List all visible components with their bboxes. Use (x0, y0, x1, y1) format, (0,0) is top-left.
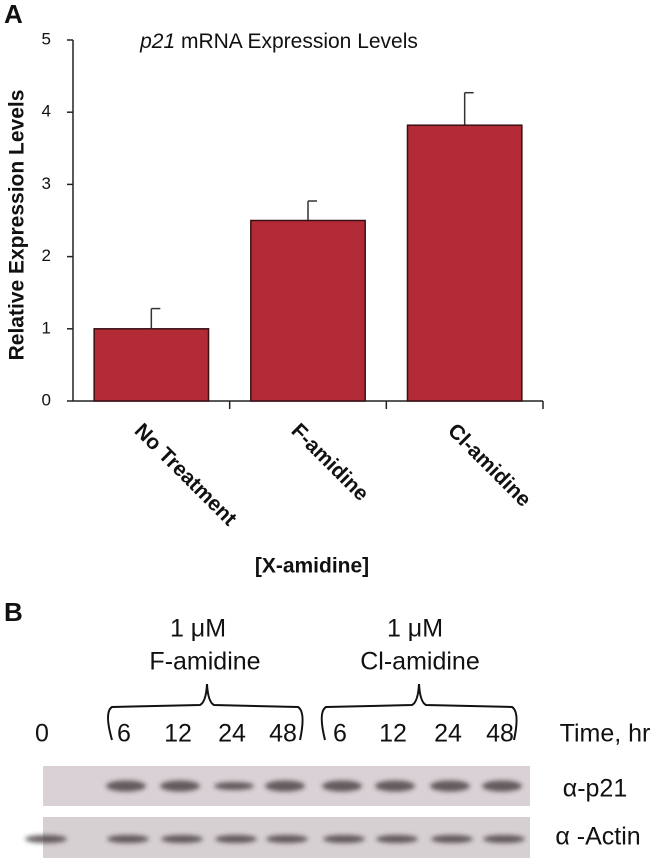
lane-label: 6 (117, 720, 131, 748)
concentration: 1 μM (170, 615, 226, 643)
lane-label: 48 (269, 720, 297, 748)
band (323, 835, 365, 843)
time-label: Time, hr (560, 720, 651, 748)
band (214, 782, 254, 790)
band (25, 835, 67, 843)
y-tick-label: 1 (42, 318, 51, 337)
band (483, 835, 525, 843)
bands (25, 780, 525, 843)
brace (107, 683, 304, 741)
blot-label: α-p21 (563, 775, 628, 803)
bar (250, 219, 366, 402)
y-tick-label: 3 (42, 174, 51, 193)
blot-label: α -Actin (555, 823, 640, 851)
x-tick-label: F-amidine (287, 419, 373, 505)
bar (93, 328, 210, 402)
panel-label: B (4, 597, 23, 627)
lane-label: 6 (333, 720, 347, 748)
band (322, 780, 362, 792)
brace (320, 683, 518, 741)
lane-label: 48 (486, 720, 514, 748)
bar (406, 124, 523, 402)
y-tick-label: 5 (42, 29, 51, 48)
lane-label: 24 (218, 720, 246, 748)
band (482, 780, 522, 792)
band (106, 780, 146, 792)
band (265, 780, 305, 792)
band (215, 835, 257, 843)
group-name: Cl-amidine (360, 648, 479, 676)
band (107, 835, 149, 843)
x-tick-label: Cl-amidine (443, 419, 535, 511)
band (430, 780, 470, 792)
band (161, 835, 203, 843)
band (431, 835, 473, 843)
band (160, 780, 200, 792)
lane-label: 12 (379, 720, 407, 748)
group-name: F-amidine (149, 648, 260, 676)
band (375, 780, 415, 792)
y-tick-label: 4 (42, 102, 51, 121)
lane-label: 24 (434, 720, 462, 748)
x-tick-label: No Treatment (130, 419, 241, 530)
lane-label: 0 (35, 720, 49, 748)
y-tick-label: 0 (42, 390, 51, 409)
y-tick-label: 2 (42, 246, 51, 265)
x-axis-label: [X-amidine] (255, 555, 369, 578)
band (266, 835, 308, 843)
lane-label: 12 (164, 720, 192, 748)
panel-label: A (4, 0, 23, 29)
chart-title: p21 mRNA Expression Levels (139, 30, 418, 53)
concentration: 1 μM (387, 615, 443, 643)
y-axis-label: Relative Expression Levels (6, 90, 29, 361)
band (376, 835, 418, 843)
